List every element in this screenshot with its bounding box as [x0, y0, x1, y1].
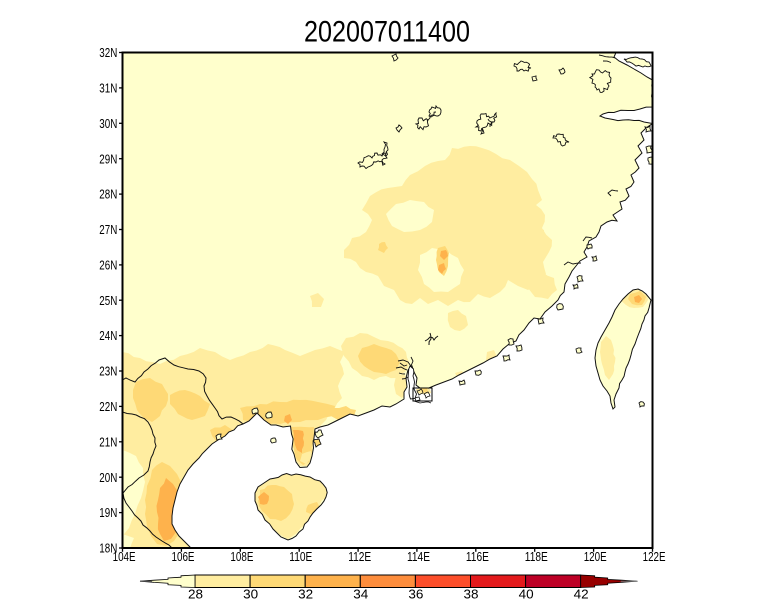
svg-text:18N: 18N [99, 542, 117, 556]
svg-text:23N: 23N [99, 365, 117, 379]
svg-text:42: 42 [574, 588, 589, 600]
svg-text:19N: 19N [99, 506, 117, 520]
svg-text:202007011400: 202007011400 [304, 16, 470, 49]
svg-text:32: 32 [298, 588, 313, 600]
svg-text:28N: 28N [99, 188, 117, 202]
svg-text:29N: 29N [99, 152, 117, 166]
svg-text:34: 34 [353, 588, 368, 600]
svg-text:108E: 108E [230, 550, 253, 564]
svg-text:116E: 116E [466, 550, 489, 564]
svg-text:32N: 32N [99, 46, 117, 60]
svg-text:106E: 106E [172, 550, 195, 564]
svg-text:104E: 104E [113, 550, 136, 564]
svg-text:122E: 122E [643, 550, 666, 564]
svg-text:38: 38 [464, 588, 479, 600]
svg-text:36: 36 [408, 588, 423, 600]
svg-text:120E: 120E [584, 550, 607, 564]
svg-text:30N: 30N [99, 117, 117, 131]
svg-text:112E: 112E [348, 550, 371, 564]
svg-text:114E: 114E [407, 550, 430, 564]
svg-text:28: 28 [188, 588, 203, 600]
svg-text:27N: 27N [99, 223, 117, 237]
svg-text:40: 40 [519, 588, 534, 600]
svg-text:110E: 110E [289, 550, 312, 564]
svg-text:20N: 20N [99, 471, 117, 485]
svg-text:26N: 26N [99, 259, 117, 273]
svg-text:118E: 118E [525, 550, 548, 564]
svg-text:25N: 25N [99, 294, 117, 308]
svg-text:21N: 21N [99, 435, 117, 449]
svg-text:30: 30 [243, 588, 258, 600]
svg-text:22N: 22N [99, 400, 117, 414]
svg-text:24N: 24N [99, 329, 117, 343]
svg-text:31N: 31N [99, 82, 117, 96]
